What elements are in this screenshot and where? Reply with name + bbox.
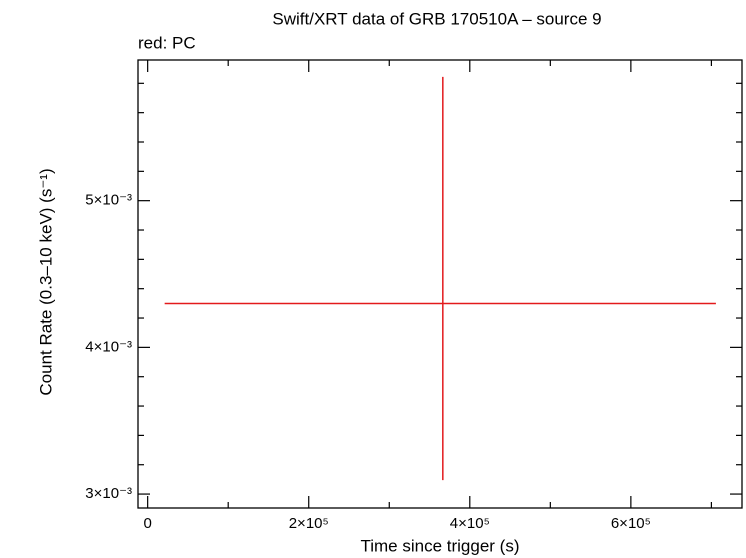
y-tick-label: 5×10⁻³ [85, 192, 132, 209]
legend-text: red: PC [138, 33, 196, 52]
x-tick-label: 6×10⁵ [611, 515, 651, 532]
chart-title: Swift/XRT data of GRB 170510A – source 9 [272, 9, 601, 28]
y-axis-label: Count Rate (0.3–10 keV) (s⁻¹) [36, 168, 55, 395]
x-tick-label: 4×10⁵ [450, 515, 490, 532]
plot-frame [137, 59, 743, 509]
x-axis-label: Time since trigger (s) [360, 536, 519, 555]
y-tick-label: 4×10⁻³ [85, 338, 132, 355]
x-tick-label: 2×10⁵ [289, 515, 329, 532]
x-tick-label: 0 [143, 515, 151, 532]
y-tick-label: 3×10⁻³ [85, 485, 132, 502]
